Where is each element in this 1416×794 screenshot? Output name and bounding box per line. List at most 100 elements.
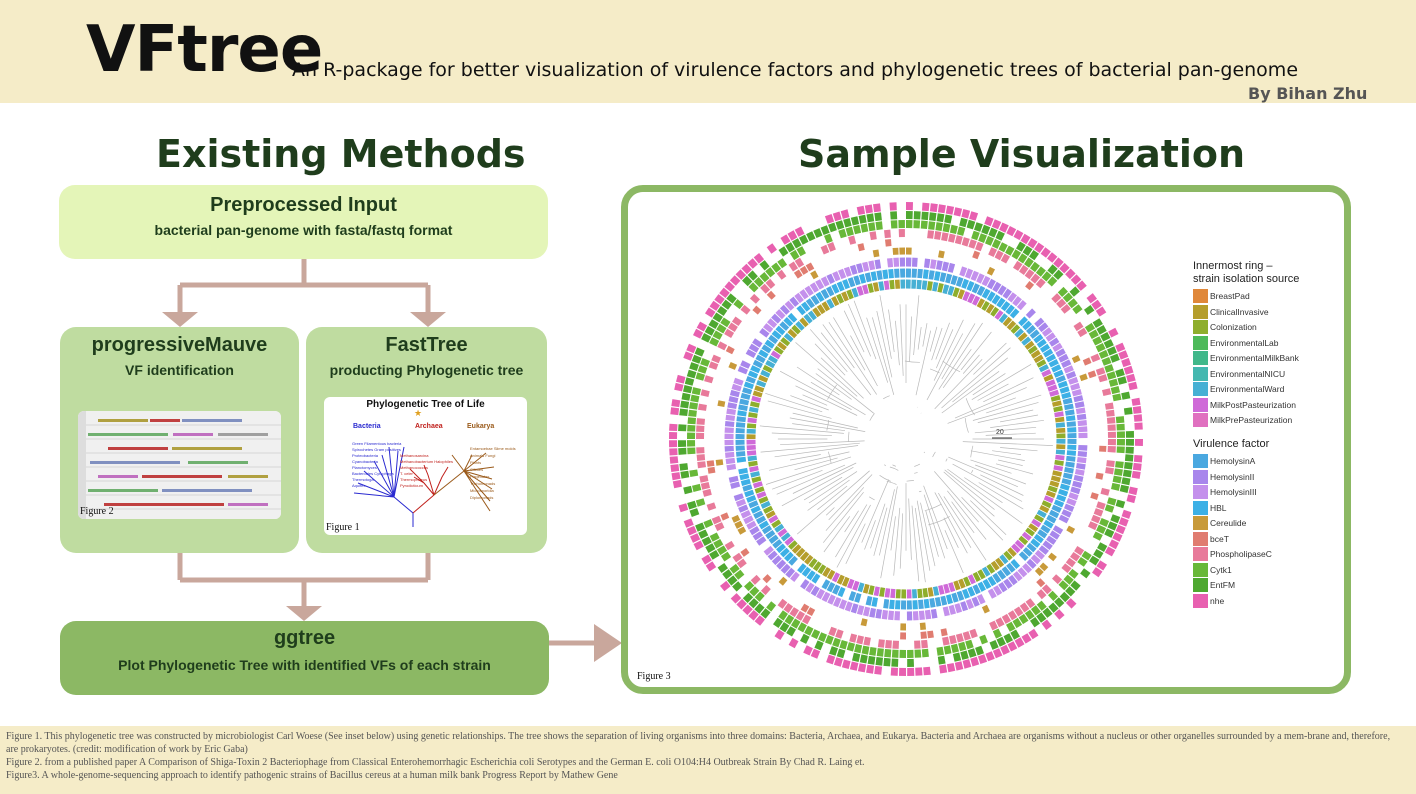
ring-segment bbox=[1074, 469, 1085, 476]
ring-segment bbox=[794, 292, 804, 304]
tree-branch bbox=[913, 295, 920, 356]
ring-segment bbox=[966, 280, 975, 292]
ring-segment bbox=[860, 618, 868, 627]
ring-segment bbox=[1134, 422, 1143, 430]
ring-segment bbox=[692, 483, 702, 492]
ring-segment bbox=[763, 323, 774, 333]
ring-segment bbox=[1014, 637, 1025, 648]
ring-segment bbox=[746, 423, 757, 429]
ring-segment bbox=[847, 578, 855, 589]
ring-segment bbox=[1068, 376, 1079, 385]
ring-segment bbox=[876, 270, 883, 280]
ring-segment bbox=[1107, 346, 1117, 356]
ring-segment bbox=[957, 289, 965, 300]
ring-segment bbox=[899, 667, 906, 676]
ring-segment bbox=[1017, 332, 1028, 342]
tree-branch bbox=[872, 317, 895, 395]
ring-segment bbox=[1065, 586, 1076, 597]
ring-segment bbox=[1018, 551, 1029, 561]
ring-segment bbox=[1054, 597, 1065, 608]
ring-segment bbox=[968, 239, 977, 249]
ring-segment bbox=[831, 572, 840, 583]
tree-branch bbox=[992, 450, 1022, 455]
ring-segment bbox=[755, 354, 766, 364]
ring-segment bbox=[875, 609, 882, 619]
ring-segment bbox=[779, 304, 790, 315]
ring-segment bbox=[847, 277, 856, 288]
ring-segment bbox=[739, 398, 750, 406]
ring-segment bbox=[1058, 488, 1069, 497]
ring-segment bbox=[949, 635, 957, 645]
ring-segment bbox=[849, 661, 859, 671]
ring-segment bbox=[1043, 519, 1054, 529]
ring-segment bbox=[1117, 376, 1127, 385]
ring-segment bbox=[940, 595, 948, 606]
isolation-legend-title-line1: Innermost ring – bbox=[1193, 260, 1273, 272]
ring-segment bbox=[747, 258, 758, 269]
ring-segment bbox=[981, 300, 990, 311]
ring-segment bbox=[1007, 547, 1017, 557]
ring-segment bbox=[758, 520, 769, 530]
ring-segment bbox=[1058, 514, 1070, 524]
ring-segment bbox=[906, 202, 913, 211]
ring-segment bbox=[1000, 301, 1011, 312]
ring-segment bbox=[969, 211, 979, 221]
tree-branch bbox=[760, 442, 860, 453]
ring-segment bbox=[1049, 389, 1060, 397]
ring-segment bbox=[1005, 304, 1015, 315]
ring-segment bbox=[1005, 245, 1015, 256]
ring-segment bbox=[716, 323, 727, 334]
ring-segment bbox=[1055, 454, 1065, 461]
ring-segment bbox=[835, 629, 844, 639]
ring-segment bbox=[1104, 402, 1114, 410]
ring-segment bbox=[772, 539, 783, 549]
ring-segment bbox=[797, 563, 807, 574]
ring-segment bbox=[975, 645, 984, 656]
ring-segment bbox=[930, 608, 938, 619]
ring-segment bbox=[1068, 492, 1079, 501]
tree-branch bbox=[776, 464, 846, 495]
ring-segment bbox=[1104, 528, 1115, 538]
tree-branch bbox=[853, 300, 877, 360]
ring-segment bbox=[942, 636, 950, 646]
ring-segment bbox=[932, 586, 940, 596]
tree-branch bbox=[972, 373, 1006, 396]
ring-segment bbox=[759, 328, 770, 338]
ring-segment bbox=[1001, 566, 1011, 577]
isolation-legend-swatch bbox=[1193, 304, 1208, 319]
ring-segment bbox=[678, 424, 687, 432]
ring-segment bbox=[942, 606, 950, 617]
ring-segment bbox=[787, 328, 798, 339]
tree-branch bbox=[909, 316, 912, 362]
ring-segment bbox=[836, 293, 845, 304]
ring-segment bbox=[1007, 641, 1018, 652]
tree-branch bbox=[917, 327, 922, 350]
vf-legend-swatch bbox=[1193, 454, 1208, 468]
ring-segment bbox=[748, 610, 759, 621]
ring-segment bbox=[752, 531, 763, 541]
ring-segment bbox=[1108, 378, 1119, 387]
ring-segment bbox=[746, 520, 757, 530]
leaf-trichomonads: Trichomonads bbox=[470, 481, 496, 486]
ring-segment bbox=[835, 220, 845, 230]
ring-segment bbox=[898, 220, 905, 229]
ring-segment bbox=[765, 267, 776, 278]
ring-segment bbox=[841, 291, 849, 302]
ring-segment bbox=[967, 586, 976, 597]
tree-branch-arc bbox=[827, 451, 832, 464]
ring-segment bbox=[996, 297, 1006, 308]
ring-segment bbox=[926, 281, 933, 291]
ring-segment bbox=[695, 498, 706, 507]
tree-branch-arc bbox=[869, 496, 875, 501]
ring-segment bbox=[686, 525, 697, 536]
tree-branch bbox=[931, 327, 943, 361]
ring-segment bbox=[774, 523, 785, 533]
ring-segment bbox=[737, 366, 748, 375]
ring-segment bbox=[783, 603, 793, 614]
ring-segment bbox=[1051, 293, 1062, 304]
tree-branch bbox=[899, 513, 904, 569]
ring-segment bbox=[799, 289, 809, 300]
tree-branch bbox=[937, 492, 972, 548]
ring-segment bbox=[754, 385, 765, 393]
ring-segment bbox=[706, 502, 717, 511]
